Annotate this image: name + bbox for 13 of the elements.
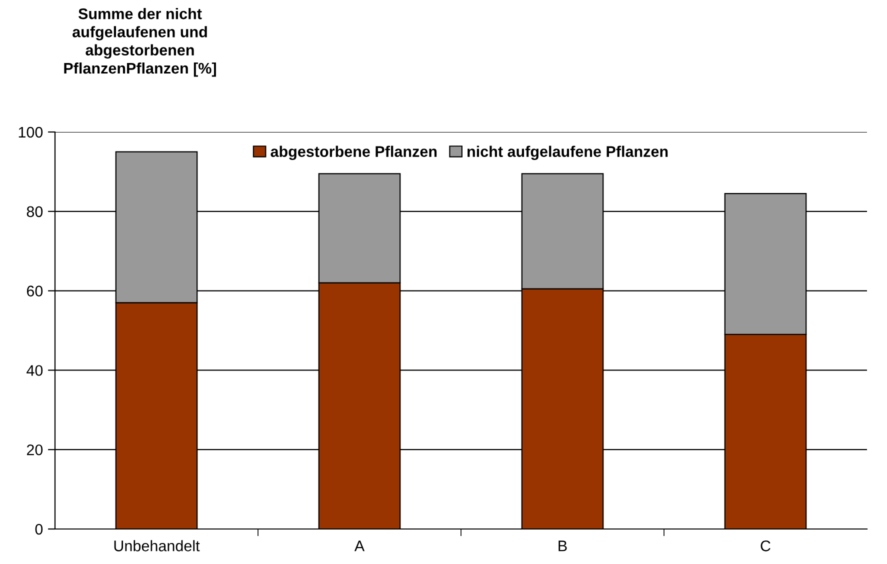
y-tick-label: 20 bbox=[26, 444, 43, 456]
y-tick-label: 40 bbox=[26, 365, 43, 376]
x-tick-label: B bbox=[558, 540, 567, 552]
y-tick-label: 60 bbox=[26, 286, 43, 296]
legend-label: nicht aufgelaufene Pflanzen bbox=[468, 146, 668, 160]
y-tick-label: 100 bbox=[18, 126, 43, 138]
x-tick-label: A bbox=[354, 540, 365, 552]
x-tick-label: Unbehandelt bbox=[114, 540, 200, 552]
y-tick-label: 0 bbox=[35, 524, 43, 535]
y-tick-label: 80 bbox=[26, 206, 43, 218]
legend-label: abgestorbene Pflanzen bbox=[270, 146, 437, 160]
x-tick-label: C bbox=[760, 540, 770, 552]
y-axis-title: Summe der nicht aufgelaufenen und abgestorbenen PflanzenPflanzen [%] bbox=[64, 8, 216, 77]
